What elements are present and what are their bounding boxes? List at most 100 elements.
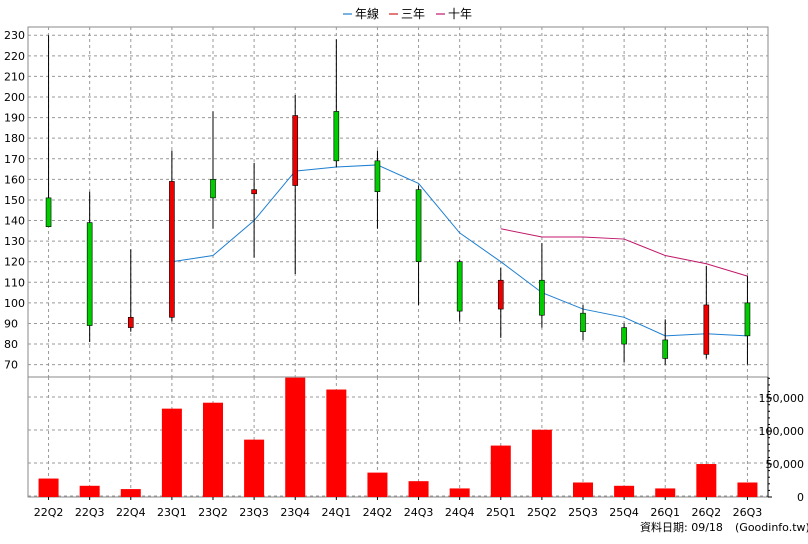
legend-label-3: 十年 bbox=[448, 7, 472, 21]
price-tick-label: 150 bbox=[4, 194, 25, 207]
candle-body bbox=[703, 304, 710, 355]
volume-bar-26Q2 bbox=[696, 464, 717, 497]
volume-bar-26Q1 bbox=[655, 488, 676, 497]
volume-tick-label: 50,000 bbox=[766, 458, 805, 471]
price-tick-label: 110 bbox=[4, 276, 25, 289]
volume-bar-24Q4 bbox=[449, 488, 470, 497]
volume-bar-23Q4 bbox=[285, 377, 306, 497]
candle-24Q2 bbox=[374, 150, 381, 229]
x-tick-label: 26Q2 bbox=[692, 506, 722, 519]
candle-22Q3 bbox=[86, 191, 93, 342]
x-tick-label: 24Q2 bbox=[363, 506, 393, 519]
price-tick-label: 230 bbox=[4, 29, 25, 42]
source-site: (Goodinfo.tw) bbox=[735, 521, 808, 534]
source-note: 資料日期: 09/18 bbox=[640, 520, 723, 534]
price-tick-label: 200 bbox=[4, 91, 25, 104]
candle-25Q4 bbox=[621, 323, 627, 363]
price-tick-label: 210 bbox=[4, 70, 25, 83]
candle-body bbox=[333, 111, 340, 162]
candle-24Q4 bbox=[456, 259, 463, 322]
volume-tick-label: 150,000 bbox=[759, 392, 805, 405]
price-tick-label: 70 bbox=[4, 359, 18, 372]
candle-25Q3 bbox=[580, 304, 586, 340]
volume-bar-25Q3 bbox=[573, 482, 593, 497]
legend-label-2: 三年 bbox=[401, 7, 425, 21]
legend: 年線 三年 十年 bbox=[343, 6, 472, 21]
candle-body bbox=[456, 261, 463, 312]
volume-bar-24Q2 bbox=[367, 472, 388, 497]
x-tick-label: 23Q4 bbox=[280, 506, 310, 519]
volume-bar-25Q4 bbox=[614, 485, 635, 497]
candle-body bbox=[539, 279, 545, 316]
series-line-2 bbox=[500, 228, 748, 277]
x-tick-label: 22Q4 bbox=[116, 506, 146, 519]
volume-bar-23Q2 bbox=[203, 402, 223, 497]
price-tick-label: 160 bbox=[4, 173, 25, 186]
price-tick-label: 220 bbox=[4, 50, 25, 63]
candle-body bbox=[415, 189, 422, 263]
x-tick-label: 26Q1 bbox=[650, 506, 680, 519]
volume-tick-label: 0 bbox=[797, 491, 804, 504]
candle-body bbox=[292, 115, 299, 186]
volume-bar-24Q3 bbox=[408, 481, 429, 497]
candle-body bbox=[251, 189, 257, 195]
x-tick-label: 23Q2 bbox=[198, 506, 228, 519]
price-plot-frame bbox=[27, 26, 769, 378]
x-tick-label: 25Q2 bbox=[527, 506, 557, 519]
price-tick-label: 190 bbox=[4, 112, 25, 125]
x-tick-label: 22Q2 bbox=[34, 506, 64, 519]
candle-23Q2 bbox=[210, 111, 216, 229]
x-tick-label: 25Q4 bbox=[609, 506, 639, 519]
x-axis: 22Q2 22Q3 22Q4 23Q1 23Q2 23Q3 23Q4 24Q1 24Q2 24Q3… bbox=[34, 497, 763, 519]
candle-body bbox=[744, 302, 751, 337]
price-tick-label: 80 bbox=[4, 338, 18, 351]
price-tick-label: 120 bbox=[4, 256, 25, 269]
price-tick-label: 170 bbox=[4, 153, 25, 166]
x-tick-label: 25Q3 bbox=[568, 506, 598, 519]
candle-body bbox=[86, 222, 93, 326]
volume-panel: 0 50,000 100,000 150,000 bbox=[27, 376, 805, 504]
candle-26Q1 bbox=[662, 319, 669, 365]
candle-body bbox=[374, 160, 381, 193]
candle-body bbox=[210, 179, 216, 199]
volume-bar-25Q1 bbox=[490, 445, 511, 497]
candle-25Q1 bbox=[497, 267, 504, 338]
x-tick-label: 26Q3 bbox=[733, 506, 763, 519]
volume-bar-25Q2 bbox=[531, 429, 552, 497]
volume-bar-22Q4 bbox=[120, 489, 141, 497]
x-tick-label: 24Q3 bbox=[404, 506, 434, 519]
candle-body bbox=[127, 316, 134, 328]
candle-24Q1 bbox=[333, 39, 340, 167]
x-tick-label: 24Q1 bbox=[322, 506, 352, 519]
candle-24Q3 bbox=[415, 185, 422, 305]
candle-22Q2 bbox=[45, 35, 52, 228]
candle-23Q4 bbox=[292, 94, 299, 275]
volume-bar-24Q1 bbox=[326, 389, 347, 497]
price-tick-label: 140 bbox=[4, 215, 25, 228]
volume-bar-22Q2 bbox=[38, 478, 59, 497]
candle-body bbox=[45, 197, 52, 228]
volume-tick-label: 100,000 bbox=[759, 425, 805, 438]
candle-23Q1 bbox=[169, 150, 175, 322]
price-tick-label: 90 bbox=[4, 317, 18, 330]
price-tick-label: 100 bbox=[4, 297, 25, 310]
candle-body bbox=[497, 279, 504, 310]
candle-23Q3 bbox=[251, 162, 257, 258]
price-tick-label: 180 bbox=[4, 132, 25, 145]
volume-bar-23Q1 bbox=[161, 408, 182, 497]
candle-body bbox=[169, 181, 175, 318]
price-panel: 70 80 90 100 110 120 130 140 150 160 170 180 190 200 2… bbox=[4, 26, 769, 378]
x-tick-label: 25Q1 bbox=[486, 506, 516, 519]
candle-26Q3 bbox=[744, 276, 751, 365]
series-line-1 bbox=[171, 164, 748, 337]
x-tick-label: 22Q3 bbox=[75, 506, 105, 519]
x-tick-label: 23Q3 bbox=[239, 506, 269, 519]
candle-26Q2 bbox=[703, 265, 710, 359]
price-tick-label: 130 bbox=[4, 235, 25, 248]
candle-22Q4 bbox=[127, 249, 134, 332]
candle-body bbox=[580, 312, 586, 333]
volume-plot-frame bbox=[27, 376, 769, 498]
legend-label-1: 年線 bbox=[355, 6, 379, 21]
candle-25Q2 bbox=[539, 243, 545, 328]
